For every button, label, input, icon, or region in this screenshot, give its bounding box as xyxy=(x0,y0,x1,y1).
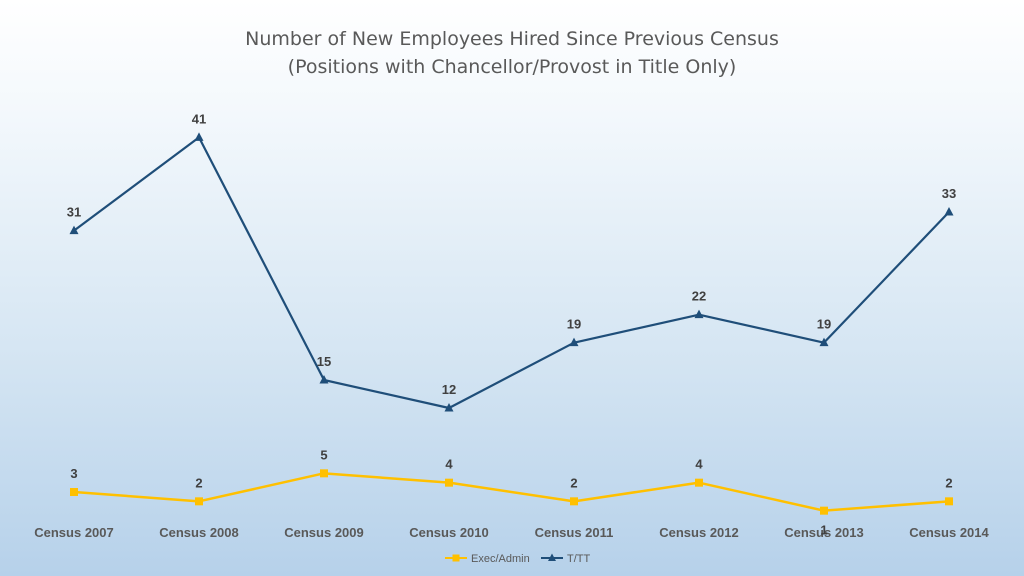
data-point xyxy=(194,132,204,141)
data-point xyxy=(944,207,954,216)
legend-label: T/TT xyxy=(567,553,590,565)
x-tick-label: Census 2012 xyxy=(659,525,739,540)
data-label: 33 xyxy=(942,186,956,201)
data-point xyxy=(570,497,578,506)
x-tick-label: Census 2014 xyxy=(909,525,989,540)
x-tick-label: Census 2011 xyxy=(535,525,614,540)
chart-title: Number of New Employees Hired Since Prev… xyxy=(245,28,779,50)
data-label: 19 xyxy=(817,317,831,332)
x-tick-label: Census 2009 xyxy=(284,525,364,540)
legend-label: Exec/Admin xyxy=(471,553,530,565)
data-point xyxy=(70,488,78,496)
data-label: 19 xyxy=(567,317,581,332)
data-point xyxy=(69,225,79,235)
data-point xyxy=(320,469,328,478)
data-point xyxy=(569,337,579,347)
legend-marker xyxy=(452,554,460,562)
data-label: 15 xyxy=(317,354,331,369)
series-line-exec-admin xyxy=(73,472,950,512)
data-label: 31 xyxy=(67,205,81,220)
data-label: 2 xyxy=(945,475,952,490)
data-point xyxy=(819,337,829,347)
data-label: 4 xyxy=(695,457,703,472)
data-point xyxy=(820,506,828,515)
x-tick-label: Census 2013 xyxy=(784,525,864,540)
x-tick-label: Census 2008 xyxy=(159,525,239,540)
data-point xyxy=(945,497,953,506)
data-label: 3 xyxy=(70,466,77,481)
data-point xyxy=(444,403,454,412)
data-point xyxy=(319,375,329,384)
data-point xyxy=(694,309,704,319)
data-point xyxy=(695,478,703,487)
series-line-t-tt xyxy=(73,136,950,410)
data-label: 2 xyxy=(570,475,577,490)
data-label: 12 xyxy=(442,382,456,397)
data-label: 22 xyxy=(692,289,706,304)
chart-subtitle: (Positions with Chancellor/Provost in Ti… xyxy=(287,56,737,78)
data-point xyxy=(445,478,453,487)
data-label: 2 xyxy=(195,475,202,490)
data-label: 41 xyxy=(192,111,206,126)
x-tick-label: Census 2007 xyxy=(34,525,114,540)
data-point xyxy=(195,497,203,506)
data-label: 5 xyxy=(320,447,327,462)
data-label: 4 xyxy=(445,457,453,472)
legend-marker xyxy=(548,553,556,561)
data-label: 1 xyxy=(820,523,827,538)
x-tick-label: Census 2010 xyxy=(409,525,489,540)
